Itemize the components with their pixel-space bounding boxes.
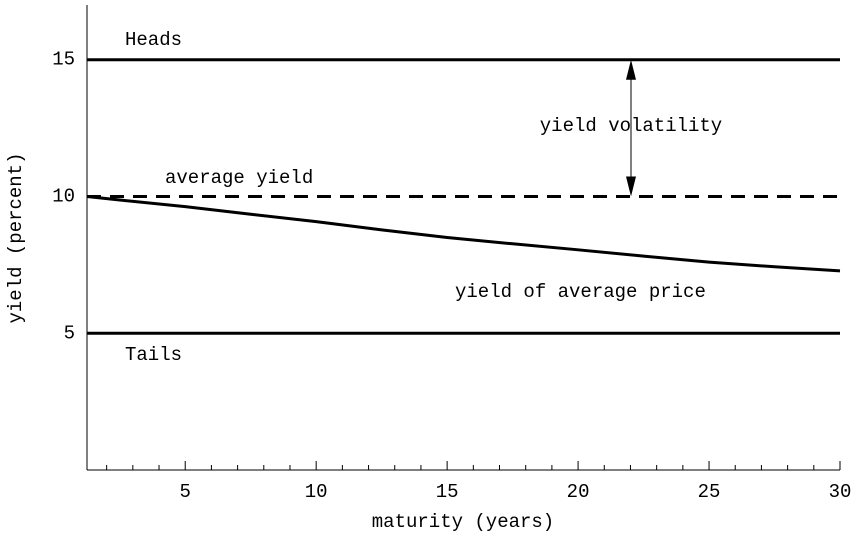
x-axis-label: maturity (years)	[372, 511, 554, 533]
arrow-head	[626, 176, 636, 197]
series-label: yield of average price	[455, 281, 706, 303]
x-tick-label: 30	[829, 481, 852, 503]
y-tick-label: 10	[52, 185, 75, 207]
annotation: yield volatility	[540, 115, 722, 137]
series-label: average yield	[165, 167, 313, 189]
y-tick-label: 5	[64, 322, 75, 344]
series-label: Tails	[125, 344, 182, 366]
x-tick-label: 15	[436, 481, 459, 503]
x-tick-label: 10	[305, 481, 328, 503]
series-label: Heads	[125, 29, 182, 51]
x-tick-label: 5	[180, 481, 191, 503]
line-series	[86, 194, 841, 273]
y-tick-label: 15	[52, 49, 75, 71]
arrow-head	[626, 59, 636, 80]
x-tick-label: 20	[567, 481, 590, 503]
y-axis-label: yield (percent)	[5, 152, 27, 323]
x-tick-label: 25	[698, 481, 721, 503]
